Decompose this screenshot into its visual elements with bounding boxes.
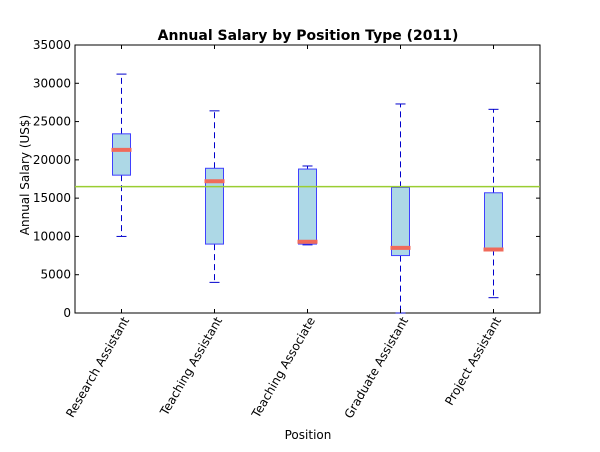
box-group: [297, 165, 318, 246]
box-group: [483, 108, 504, 299]
box-iqr: [391, 186, 410, 257]
box-iqr: [298, 168, 317, 245]
x-tick-label: Teaching Assistant: [157, 314, 225, 418]
y-tick-label: 15000: [33, 191, 71, 205]
y-tick-label: 25000: [33, 115, 71, 129]
box-iqr: [112, 133, 131, 176]
box-iqr: [484, 192, 503, 250]
x-tick-label: Research Assistant: [63, 314, 132, 420]
y-axis-label: Annual Salary (US$): [18, 115, 32, 235]
box-group: [390, 103, 411, 314]
x-tick-label: Graduate Assistant: [342, 314, 412, 421]
plot-area: 0 5000 10000 15000 20000 25000 30000 35000 Resea…: [33, 38, 541, 422]
y-tick-label: 35000: [33, 38, 71, 52]
y-tick-label: 5000: [40, 268, 71, 282]
y-tick-label: 0: [63, 306, 71, 320]
y-tick-label: 20000: [33, 153, 71, 167]
y-tick-label: 30000: [33, 76, 71, 90]
x-tick-label: Teaching Associate: [248, 315, 318, 422]
box-group: [204, 110, 225, 283]
chart-title: Annual Salary by Position Type (2011): [158, 28, 459, 44]
x-tick-label: Project Assistant: [442, 314, 504, 407]
box-group: [111, 73, 132, 237]
x-axis-label: Position: [285, 428, 332, 442]
y-tick-label: 10000: [33, 229, 71, 243]
